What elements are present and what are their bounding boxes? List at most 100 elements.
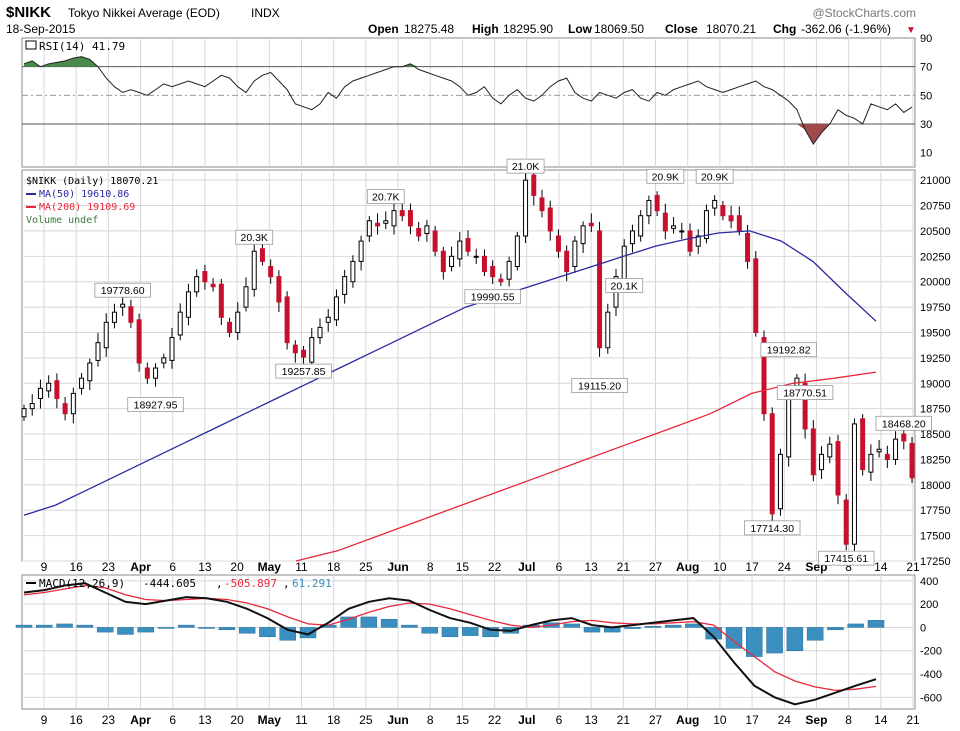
x-tick-label: 18 bbox=[327, 560, 341, 574]
macd-histogram-bar bbox=[96, 627, 114, 633]
macd-histogram-bar bbox=[238, 627, 256, 634]
candle-body bbox=[144, 367, 150, 379]
price-y-tick-label: 20500 bbox=[920, 226, 951, 238]
candle-body bbox=[819, 453, 825, 471]
macd-histogram-bar bbox=[583, 627, 601, 633]
candle-body bbox=[177, 311, 183, 336]
price-annotation-box bbox=[94, 282, 151, 298]
macd-histogram-bar bbox=[462, 627, 479, 636]
rsi-oversold-fill bbox=[24, 124, 912, 145]
macd-histogram-bar bbox=[56, 623, 73, 628]
candle-body bbox=[235, 311, 241, 333]
macd-legend-sep1: , bbox=[216, 577, 223, 590]
x-tick-label: Jun bbox=[387, 713, 408, 727]
candle-body bbox=[901, 433, 907, 442]
candle-body bbox=[786, 392, 792, 458]
price-y-tick-label: 21000 bbox=[920, 175, 951, 187]
price-annotation-label: 18770.51 bbox=[783, 388, 827, 400]
x-tick-label: 10 bbox=[713, 560, 727, 574]
candle-body bbox=[539, 197, 545, 212]
price-y-tick-label: 19500 bbox=[920, 327, 951, 339]
candle-body bbox=[835, 441, 841, 496]
macd-histogram-bar bbox=[786, 627, 804, 651]
rsi-y-tick-label: 50 bbox=[920, 90, 932, 102]
price-y-tick-label: 19250 bbox=[920, 353, 951, 365]
rsi-y-tick-label: 90 bbox=[920, 33, 932, 45]
price-annotation-box bbox=[776, 385, 834, 400]
candle-body bbox=[383, 220, 389, 224]
candle-body bbox=[893, 438, 899, 460]
candle-body bbox=[572, 240, 578, 267]
candle-body bbox=[120, 303, 126, 308]
macd-histogram-bar bbox=[766, 627, 783, 654]
candle-body bbox=[712, 199, 718, 209]
candle-body bbox=[136, 319, 142, 364]
candle-body bbox=[243, 286, 249, 308]
rsi-y-tick-label: 10 bbox=[920, 148, 932, 160]
macd-panel bbox=[21, 574, 916, 710]
candle-body bbox=[728, 215, 734, 222]
x-tick-label: May bbox=[258, 560, 282, 574]
x-tick-label: 13 bbox=[198, 560, 212, 574]
price-annotation-label: 17714.30 bbox=[750, 523, 794, 535]
macd-histogram-bar bbox=[644, 626, 662, 628]
price-y-tick-label: 20250 bbox=[920, 251, 951, 263]
macd-histogram-bar bbox=[827, 627, 844, 631]
x-tick-label: 16 bbox=[70, 713, 84, 727]
candle-body bbox=[745, 232, 751, 262]
x-tick-label: 6 bbox=[556, 713, 563, 727]
signal-legend-value: -505.897 bbox=[224, 577, 277, 590]
price-annotation-label: 19115.20 bbox=[578, 381, 621, 393]
macd-histogram-bar bbox=[725, 627, 743, 649]
candle-body bbox=[514, 235, 520, 267]
macd-histogram-bar bbox=[441, 627, 459, 638]
macd-line bbox=[23, 582, 877, 706]
candle-body bbox=[646, 199, 652, 217]
price-annotation-label: 20.3K bbox=[240, 232, 267, 244]
x-tick-label: 8 bbox=[845, 560, 852, 574]
candle-body bbox=[185, 291, 191, 318]
candle-body bbox=[399, 210, 405, 217]
macd-histogram-bar bbox=[705, 627, 722, 640]
macd-legend-label: MACD(12,26,9) bbox=[39, 577, 125, 590]
price-annotation-label: 21.0K bbox=[512, 161, 539, 173]
price-annotation-box bbox=[875, 415, 932, 431]
candle-body bbox=[531, 174, 537, 196]
macd-y-tick-label: 400 bbox=[920, 576, 938, 588]
price-legend: $NIKK (Daily) 18070.21 MA(50) 19610.86 M… bbox=[26, 176, 158, 226]
x-tick-label: 17 bbox=[745, 713, 759, 727]
macd-y-tick-label: -400 bbox=[920, 669, 942, 681]
low-value: 18069.50 bbox=[594, 22, 644, 36]
index-name: Tokyo Nikkei Average (EOD) bbox=[68, 6, 220, 20]
price-annotation-label: 18468.20 bbox=[882, 418, 926, 430]
x-tick-label: 27 bbox=[649, 560, 663, 574]
x-tick-label: Jul bbox=[518, 560, 535, 574]
macd-histogram-bar bbox=[76, 624, 94, 628]
x-tick-label: 20 bbox=[230, 560, 244, 574]
price-y-tick-label: 20750 bbox=[920, 201, 951, 213]
candle-body bbox=[884, 453, 890, 460]
macd-histogram-bar bbox=[36, 624, 53, 628]
x-tick-label: 13 bbox=[198, 713, 212, 727]
candle-body bbox=[37, 387, 43, 400]
candle-body bbox=[317, 326, 323, 339]
macd-histogram-bar bbox=[157, 627, 175, 629]
x-tick-label: 16 bbox=[70, 560, 84, 574]
candle-body bbox=[687, 230, 693, 252]
macd-y-tick-label: 0 bbox=[920, 622, 926, 634]
price-annotation-label: 19192.82 bbox=[767, 345, 811, 357]
price-y-tick-label: 18000 bbox=[920, 480, 951, 492]
x-tick-label: 21 bbox=[906, 713, 920, 727]
candle-body bbox=[802, 382, 808, 430]
x-tick-label: 8 bbox=[427, 713, 434, 727]
macd-histogram-bar bbox=[624, 627, 641, 629]
macd-histogram-bar bbox=[360, 616, 378, 628]
macd-y-tick-label: -200 bbox=[920, 646, 942, 658]
x-tick-label: 6 bbox=[556, 560, 563, 574]
macd-histogram-bar bbox=[401, 624, 418, 628]
candle-body bbox=[227, 321, 233, 333]
chg-value: -362.06 (-1.96%) bbox=[801, 22, 891, 36]
candle-body bbox=[202, 271, 208, 283]
x-tick-label: 9 bbox=[41, 560, 48, 574]
price-annotation-label: 19257.85 bbox=[282, 366, 326, 378]
